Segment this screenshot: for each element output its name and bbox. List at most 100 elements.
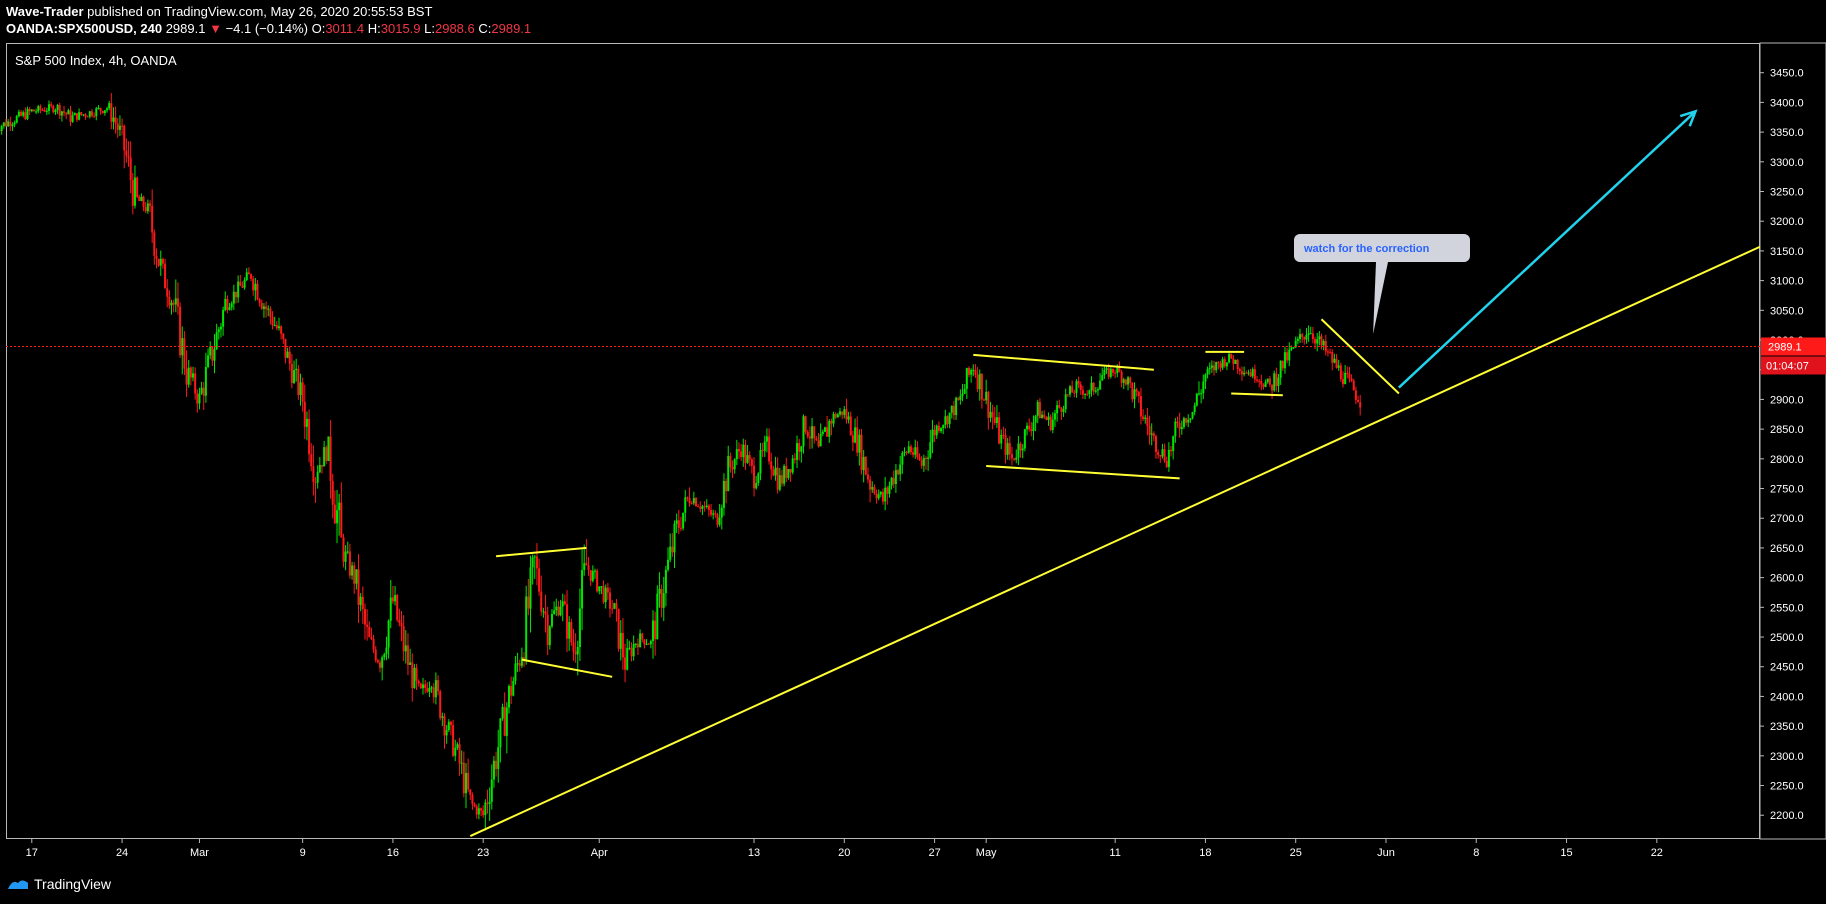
- candle-up: [1172, 436, 1175, 452]
- candle-down: [1013, 458, 1016, 460]
- candle-up: [54, 110, 57, 113]
- footer: TradingView: [6, 876, 111, 892]
- candle-up: [505, 707, 508, 736]
- candle-up: [1221, 359, 1224, 368]
- candle-up: [95, 108, 98, 117]
- candle-up: [1299, 334, 1302, 340]
- candle-down: [933, 429, 936, 436]
- candle-up: [1084, 393, 1087, 395]
- candle-up: [490, 779, 493, 802]
- y-tick-label: 2300.0: [1770, 751, 1804, 763]
- candle-down: [834, 413, 837, 418]
- candle-up: [561, 601, 564, 607]
- candle-down: [379, 662, 382, 668]
- candle-up: [652, 620, 655, 641]
- projection-arrow[interactable]: [1398, 110, 1697, 389]
- candle-down: [1118, 366, 1121, 372]
- candle-up: [1283, 352, 1286, 369]
- candle-up: [88, 111, 91, 117]
- y-tick-label: 2750.0: [1770, 484, 1804, 496]
- candle-down: [957, 397, 960, 400]
- candle-down: [1176, 421, 1179, 424]
- candle-up: [1191, 411, 1194, 419]
- y-tick-label: 2350.0: [1770, 721, 1804, 733]
- candle-down: [75, 113, 78, 120]
- candle-down: [1348, 373, 1351, 379]
- candle-up: [22, 112, 25, 116]
- candle-up: [35, 111, 38, 113]
- candle-down: [987, 391, 990, 418]
- candle-down: [1060, 407, 1063, 412]
- candle-down: [789, 469, 792, 473]
- candle-up: [82, 114, 85, 116]
- candle-up: [394, 595, 397, 602]
- candle-down: [1002, 434, 1005, 436]
- candle-up: [978, 373, 981, 390]
- main-trendline[interactable]: [469, 245, 1761, 837]
- symbol-bar: OANDA:SPX500USD, 240 2989.1 ▼ −4.1 (−0.1…: [6, 21, 531, 36]
- channel-line[interactable]: [495, 546, 587, 558]
- candle-down: [503, 706, 506, 736]
- candle-down: [804, 416, 807, 432]
- candle-down: [707, 505, 710, 511]
- y-tick-label: 2200.0: [1770, 810, 1804, 822]
- candle-down: [1281, 360, 1284, 369]
- candle-down: [611, 608, 614, 610]
- candle-up: [1208, 367, 1211, 370]
- candle-down: [1357, 399, 1360, 403]
- candle-down: [710, 510, 713, 515]
- candle-down: [1329, 351, 1332, 353]
- candle-down: [260, 303, 263, 309]
- candle-down: [761, 450, 764, 452]
- channel-line[interactable]: [973, 353, 1154, 371]
- channel-line[interactable]: [521, 658, 613, 678]
- candle-down: [815, 438, 818, 441]
- candle-down: [993, 417, 996, 423]
- candle-up: [1064, 394, 1067, 410]
- candle-up: [742, 444, 745, 458]
- candle-down: [24, 112, 27, 119]
- candle-up: [198, 393, 201, 404]
- brand-name[interactable]: TradingView: [34, 876, 112, 892]
- candle-up: [1034, 415, 1037, 423]
- candle-up: [819, 434, 822, 447]
- candle-up: [1127, 377, 1130, 385]
- candle-down: [452, 725, 455, 756]
- candle-up: [705, 505, 708, 508]
- channel-line[interactable]: [1320, 318, 1400, 395]
- candle-up: [1017, 443, 1020, 458]
- candle-down: [486, 802, 489, 804]
- candle-up: [802, 416, 805, 447]
- candle-up: [935, 425, 938, 436]
- candle-up: [576, 647, 579, 655]
- candle-up: [78, 112, 81, 120]
- channel-line[interactable]: [986, 464, 1180, 480]
- candle-down: [510, 686, 513, 696]
- y-tick-label: 3300.0: [1770, 157, 1804, 169]
- candle-down: [69, 110, 72, 122]
- candle-down: [1131, 382, 1134, 400]
- callout-bubble[interactable]: [1294, 234, 1470, 262]
- candle-up: [222, 309, 225, 327]
- candle-down: [1086, 393, 1089, 395]
- candle-up: [118, 125, 121, 130]
- candle-up: [1228, 353, 1231, 363]
- candle-up: [1116, 366, 1119, 374]
- candle-up: [942, 425, 945, 429]
- candle-up: [387, 620, 390, 648]
- candle-down: [1152, 433, 1155, 437]
- candle-up: [871, 487, 874, 490]
- candle-down: [630, 647, 633, 657]
- candle-up: [1056, 405, 1059, 414]
- channel-line[interactable]: [1231, 392, 1283, 397]
- candle-up: [45, 110, 48, 112]
- candle-down: [740, 451, 743, 458]
- candle-down: [310, 454, 313, 467]
- price-axis[interactable]: [1759, 42, 1826, 840]
- candle-up: [1015, 457, 1018, 460]
- author-name[interactable]: Wave-Trader: [6, 4, 84, 19]
- candle-down: [1165, 461, 1168, 468]
- candle-up: [1053, 413, 1056, 420]
- candle-up: [1344, 372, 1347, 385]
